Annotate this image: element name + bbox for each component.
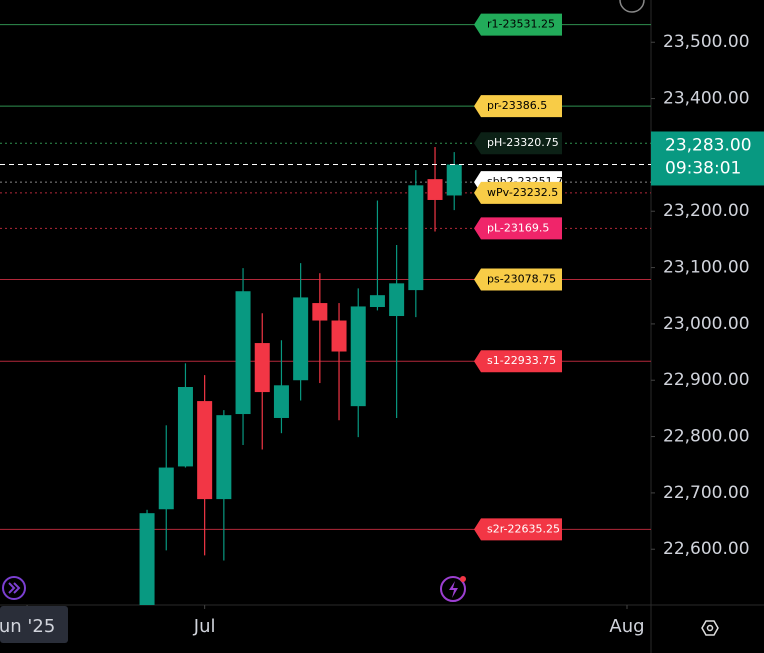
info-icon[interactable] (619, 0, 645, 13)
last-price-label: 23,283.00 (665, 135, 752, 155)
candle-body (235, 291, 251, 415)
y-tick-label: 23,500.00 (663, 32, 750, 52)
y-tick-label: 23,400.00 (663, 89, 750, 109)
last-price-box (651, 131, 764, 186)
candle-body (139, 513, 155, 605)
candle-body (350, 306, 366, 407)
x-tick-label: Jul (193, 616, 216, 637)
level-label-box (474, 350, 562, 373)
alert-dot (460, 576, 466, 582)
level-label-box (474, 132, 562, 155)
candle-body (331, 320, 347, 352)
alert-icon-bolt (449, 581, 458, 598)
settings-icon[interactable] (701, 620, 719, 636)
candle-body (197, 401, 213, 500)
level-label-box (474, 217, 562, 240)
level-label: pr-23386.5 (487, 99, 547, 112)
x-tick-label: Aug (609, 616, 644, 637)
candle-body (177, 386, 193, 467)
alert-icon[interactable] (440, 576, 466, 602)
candle-body (158, 467, 174, 510)
y-tick-label: 22,800.00 (663, 427, 750, 447)
candle-body (254, 343, 270, 393)
plot-area (0, 24, 651, 605)
level-label: r1-23531.25 (487, 18, 555, 31)
level-label-box (474, 181, 562, 204)
candle-body (369, 295, 385, 308)
level-label: s2r-22635.25 (487, 522, 560, 535)
x-label-box (0, 606, 68, 643)
candle-body (293, 297, 309, 381)
y-tick-label: 23,200.00 (663, 201, 750, 221)
y-tick-label: 22,600.00 (663, 539, 750, 559)
replay-icon[interactable] (2, 576, 26, 600)
level-label-box (474, 518, 562, 541)
replay-icon-arrows (8, 582, 21, 594)
candle-body (427, 179, 443, 200)
candle-body (216, 415, 232, 500)
candle-body (446, 164, 462, 196)
settings-icon-center (706, 624, 714, 632)
x-tick-label: un '25 (0, 616, 55, 637)
level-label: pL-23169.5 (487, 221, 549, 234)
y-tick-label: 22,700.00 (663, 483, 750, 503)
last-price-countdown: 09:38:01 (665, 158, 741, 178)
level-label-box (474, 13, 562, 36)
candle-body (408, 185, 424, 291)
y-tick-label: 23,000.00 (663, 314, 750, 334)
y-tick-label: 22,900.00 (663, 370, 750, 390)
level-label: wPv-23232.5 (487, 186, 558, 199)
candle-body (389, 283, 405, 317)
candle-body (273, 385, 289, 418)
level-label-box (474, 268, 562, 291)
candle-body (312, 303, 328, 321)
level-label: s1-22933.75 (487, 354, 556, 367)
level-label-box (474, 95, 562, 118)
level-label: ps-23078.75 (487, 273, 556, 286)
y-tick-label: 23,100.00 (663, 258, 750, 278)
level-label: pH-23320.75 (487, 136, 559, 149)
